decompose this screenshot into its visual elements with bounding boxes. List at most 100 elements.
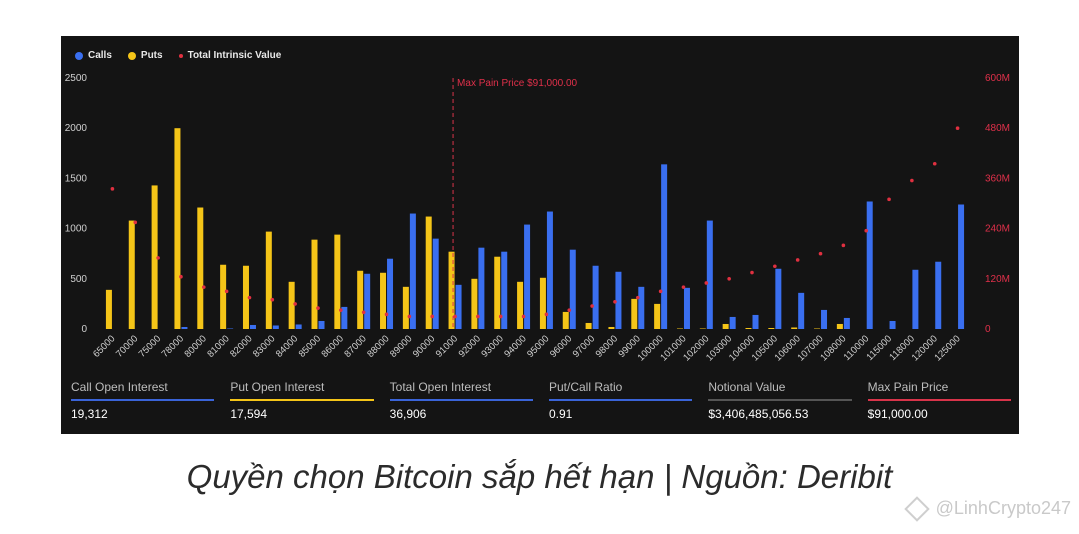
watermark-text: @LinhCrypto247	[935, 498, 1071, 518]
stat-call-oi-value: 19,312	[71, 407, 108, 421]
point-intrinsic-value	[750, 270, 754, 275]
bar-calls	[455, 284, 462, 329]
bar-puts	[631, 298, 638, 329]
bar-puts	[699, 328, 706, 329]
open-interest-chart: 0 500 1000 1500 2000 2500 0 120M 240M 360M 480M 600…	[65, 73, 1010, 364]
bar-calls	[661, 164, 668, 329]
legend-puts[interactable]: Puts	[127, 50, 163, 61]
x-tick-label: 88000	[365, 333, 391, 359]
legend-calls-swatch	[75, 51, 83, 60]
image-caption: Quyền chọn Bitcoin sắp hết hạn | Nguồn: …	[186, 458, 893, 495]
bar-puts	[791, 327, 798, 329]
x-tick-label: 75000	[137, 333, 163, 359]
y-right-tick-label: 240M	[985, 224, 1010, 235]
bar-puts	[494, 256, 501, 329]
y-right-tick-label: 120M	[985, 274, 1010, 285]
chart-legend: Calls Puts Total Intrinsic Value	[75, 50, 281, 61]
x-tick-label: 82000	[228, 333, 254, 359]
point-intrinsic-value	[704, 281, 709, 285]
x-tick-label: 78000	[160, 333, 186, 359]
y-right-tick-label: 480M	[985, 123, 1010, 134]
x-tick-label: 83000	[251, 333, 277, 359]
point-intrinsic-value	[841, 243, 846, 248]
point-intrinsic-value	[521, 314, 526, 319]
bar-calls	[249, 324, 256, 329]
y-right-tick-label: 600M	[985, 73, 1010, 84]
point-intrinsic-value	[932, 161, 937, 166]
point-intrinsic-value	[818, 251, 823, 256]
stat-total-oi-label: Total Open Interest	[389, 380, 533, 401]
bar-calls	[432, 238, 439, 329]
bar-puts	[334, 234, 341, 329]
x-tick-label: 90000	[411, 333, 437, 359]
bar-calls	[387, 258, 394, 329]
legend-calls[interactable]: Calls	[75, 50, 112, 61]
bar-calls	[478, 247, 485, 329]
point-intrinsic-value	[864, 228, 869, 233]
bar-puts	[471, 278, 478, 329]
bar-puts	[174, 128, 181, 329]
bar-calls	[227, 328, 234, 329]
legend-intrinsic-label: Total Intrinsic Value	[187, 50, 282, 61]
point-intrinsic-value	[201, 285, 206, 289]
max-pain-label: Max Pain Price $91,000.00	[457, 78, 578, 89]
stat-put-call-ratio-value: 0.91	[548, 407, 573, 421]
stat-notional-label: Notional Value	[708, 380, 852, 401]
x-tick-label: 92000	[457, 333, 483, 359]
x-tick-label: 89000	[388, 333, 414, 359]
bar-calls	[843, 317, 850, 329]
legend-intrinsic[interactable]: Total Intrinsic Value	[178, 50, 282, 61]
bar-puts	[220, 264, 227, 329]
point-intrinsic-value	[110, 187, 115, 191]
legend-puts-swatch	[127, 51, 136, 60]
binance-logo-icon	[903, 496, 930, 522]
stat-notional-value: $3,406,485,056.53	[708, 407, 809, 421]
stat-put-call-ratio-label: Put/Call Ratio	[548, 380, 693, 401]
x-tick-label: 91000	[434, 333, 460, 359]
bar-calls	[821, 309, 828, 329]
x-tick-label: 84000	[274, 333, 300, 359]
watermark: @LinhCrypto247	[903, 496, 1071, 522]
bar-puts	[265, 231, 272, 329]
bar-puts	[722, 323, 729, 329]
bar-puts	[357, 270, 364, 329]
stat-total-oi: Total Open Interest 36,906	[389, 380, 533, 421]
stat-max-pain-label: Max Pain Price	[867, 380, 1011, 401]
bar-calls	[569, 249, 576, 329]
bar-puts	[197, 207, 204, 329]
bar-calls	[775, 268, 782, 329]
bar-calls	[364, 273, 371, 329]
bar-calls	[318, 320, 325, 329]
bar-calls	[706, 220, 713, 329]
legend-puts-label: Puts	[140, 50, 163, 61]
point-intrinsic-value	[567, 308, 572, 312]
y-left-tick-label: 0	[81, 324, 87, 335]
y-left-tick-label: 2500	[65, 73, 88, 84]
x-tick-label: 87000	[342, 333, 368, 359]
y-right-tick-label: 0	[985, 324, 991, 335]
bar-calls	[592, 265, 599, 329]
x-tick-label: 70000	[114, 333, 140, 359]
point-intrinsic-value	[316, 306, 320, 310]
bar-calls	[752, 314, 759, 329]
bar-calls	[341, 306, 348, 329]
legend-calls-label: Calls	[88, 50, 112, 61]
x-tick-label: 93000	[479, 333, 505, 359]
bar-puts	[128, 220, 135, 329]
x-tick-label: 81000	[205, 333, 231, 359]
bar-puts	[517, 281, 524, 329]
bar-puts	[288, 281, 295, 329]
bar-puts	[814, 328, 821, 329]
stat-put-oi: Put Open Interest 17,594	[230, 380, 374, 421]
point-intrinsic-value	[476, 314, 480, 319]
bar-puts	[425, 216, 432, 329]
stat-notional: Notional Value $3,406,485,056.53	[708, 380, 852, 421]
bar-calls	[798, 292, 805, 329]
point-intrinsic-value	[247, 295, 252, 300]
point-intrinsic-value	[544, 312, 549, 317]
x-tick-label: 85000	[297, 333, 323, 359]
x-tick-label: 65000	[91, 333, 117, 359]
bar-calls	[409, 213, 416, 329]
point-intrinsic-value	[727, 277, 731, 281]
stat-put-oi-label: Put Open Interest	[230, 380, 374, 401]
